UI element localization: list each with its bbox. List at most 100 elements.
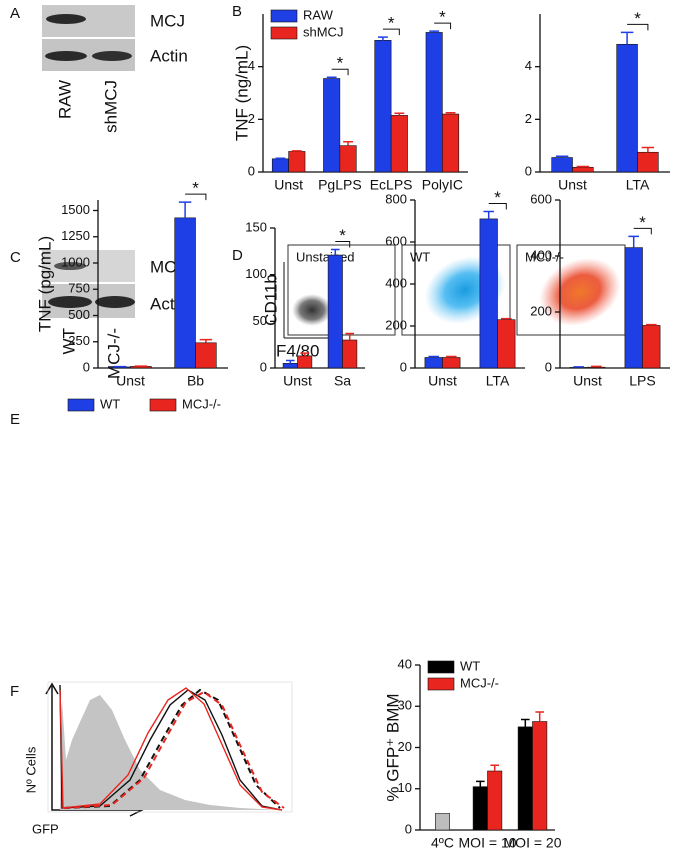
y-tick-label: 4 [525, 58, 532, 73]
histogram-fill [60, 695, 280, 810]
y-axis-label: % GFP⁺ BMM [383, 693, 402, 801]
axis-label: Nº Cells [23, 746, 38, 793]
x-tick-label: LPS [629, 373, 655, 389]
error-bar [501, 317, 512, 320]
bar [472, 786, 488, 831]
x-tick-label: PgLPS [318, 177, 362, 193]
y-tick-label: 2 [525, 111, 532, 126]
error-bar [326, 76, 337, 79]
error-bar [646, 323, 657, 326]
y-tick-label: 150 [245, 219, 267, 234]
x-tick-label: EcLPS [370, 177, 413, 193]
error-bar [446, 355, 457, 358]
legend-swatch [427, 677, 455, 691]
bar [572, 166, 594, 173]
significance-bracket [434, 22, 452, 30]
y-tick-label: 100 [245, 266, 267, 281]
bar [532, 721, 548, 831]
x-tick-label: Unst [283, 373, 312, 389]
error-bar [178, 201, 192, 218]
bar [288, 151, 306, 173]
bar [479, 218, 498, 369]
bar [587, 366, 606, 369]
bar [327, 254, 343, 369]
blot [42, 250, 135, 318]
plot-label: WT [410, 249, 430, 264]
histogram-curve [59, 684, 283, 811]
x-tick-label: LTA [486, 373, 510, 389]
error-bar [535, 711, 545, 722]
lane-label: WT [59, 328, 78, 354]
error-bar [199, 338, 213, 343]
legend-swatch [149, 398, 177, 412]
bar [424, 357, 443, 369]
y-axis-label: TNF (pg/mL) [35, 236, 54, 332]
error-bar [300, 352, 310, 356]
error-bar [275, 157, 286, 160]
legend-swatch [270, 9, 298, 23]
lane-label: MCJ-/- [104, 328, 123, 379]
y-tick-label: 50 [253, 313, 267, 328]
legend-swatch [270, 26, 298, 40]
significance-bracket [633, 227, 652, 235]
plot-frame [47, 681, 293, 813]
bar [487, 770, 503, 831]
bar [323, 78, 341, 173]
blot-band [46, 14, 86, 24]
axis-arrow [283, 262, 332, 339]
y-tick-label: 0 [260, 359, 267, 374]
error-bar [429, 30, 440, 33]
y-tick-label: 250 [68, 333, 90, 348]
x-tick-label: Sa [334, 373, 351, 389]
panel-label: A [10, 5, 20, 22]
legend-label: shMCJ [303, 24, 343, 39]
significance-bracket [382, 28, 400, 36]
error-bar [573, 366, 584, 368]
panel-label: C [10, 249, 21, 266]
x-tick-label: 4ºC [431, 835, 454, 851]
y-axis-label: TNF (ng/mL) [232, 45, 251, 141]
legend-label: WT [460, 658, 480, 673]
significance-bracket [331, 68, 349, 76]
significance-label: * [439, 8, 446, 27]
axis-label: CD11b [261, 274, 280, 326]
bar [442, 113, 460, 173]
x-tick-label: Unst [274, 177, 303, 193]
y-tick-label: 0 [545, 359, 552, 374]
plot-label: Unstained [296, 249, 355, 264]
error-bar [330, 248, 340, 256]
legend-label: MCJ-/- [182, 396, 221, 411]
bar [195, 342, 217, 369]
significance-bracket [627, 23, 649, 31]
error-bar [343, 140, 353, 146]
significance-label: * [337, 54, 344, 73]
error-bar [628, 235, 639, 248]
bar [637, 151, 659, 173]
histogram [45, 681, 293, 817]
error-bar [520, 718, 530, 727]
y-tick-label: 0 [400, 359, 407, 374]
significance-label: * [388, 14, 395, 33]
error-bar [475, 780, 485, 787]
blot-band [45, 51, 87, 61]
y-tick-label: 600 [385, 233, 407, 248]
y-tick-label: 10 [398, 780, 412, 795]
y-tick-label: 400 [385, 275, 407, 290]
y-tick-label: 40 [398, 656, 412, 671]
blot-band [92, 51, 132, 61]
x-tick-label: LTA [626, 177, 650, 193]
axis-label: GFP [32, 821, 59, 836]
y-tick-label: 0 [83, 359, 90, 374]
significance-bracket [488, 203, 507, 210]
error-bar [490, 764, 500, 772]
legend-swatch [427, 660, 455, 674]
x-tick-label: PolyIC [422, 177, 463, 193]
error-bar [285, 359, 295, 364]
legend-swatch [67, 398, 95, 412]
x-tick-label: Bb [187, 373, 204, 389]
significance-bracket [185, 193, 207, 201]
error-bar [378, 36, 388, 41]
y-tick-label: 200 [530, 303, 552, 318]
y-tick-label: 500 [68, 307, 90, 322]
